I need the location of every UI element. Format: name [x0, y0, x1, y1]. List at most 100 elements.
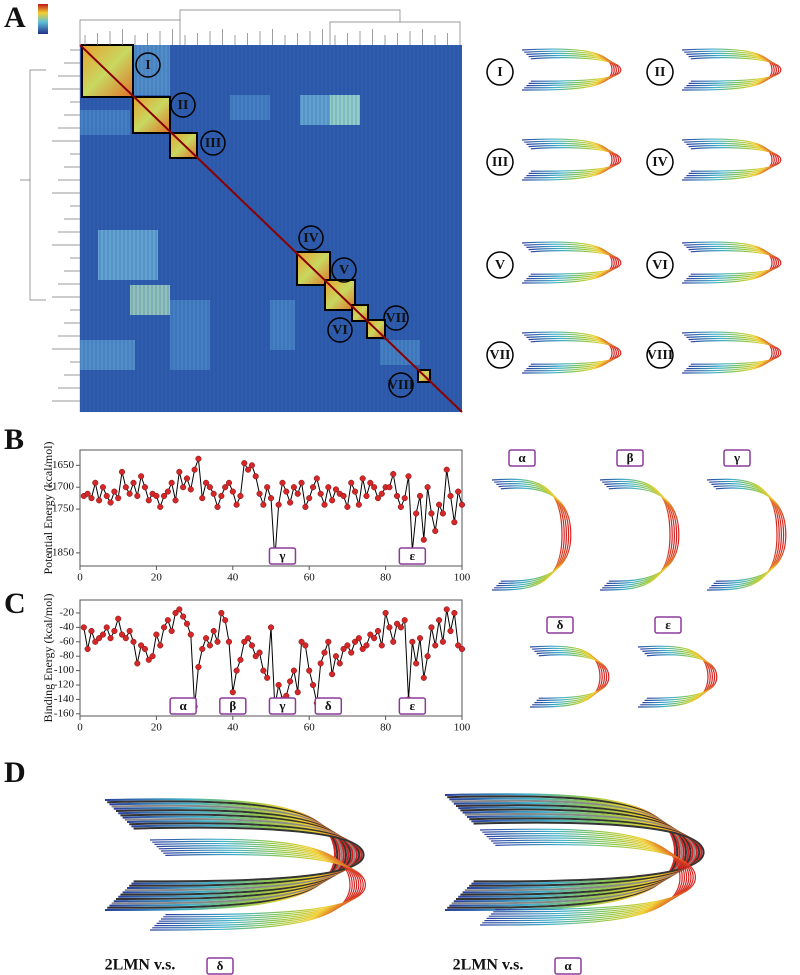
comparison-state: δ	[217, 958, 224, 973]
data-point	[443, 606, 450, 613]
data-point	[218, 492, 225, 500]
data-point	[386, 484, 393, 491]
data-point	[195, 663, 202, 671]
data-point	[92, 638, 99, 645]
data-point	[130, 638, 137, 645]
data-point	[397, 624, 404, 631]
structure-sketch	[469, 817, 701, 887]
structure-sketch	[606, 485, 678, 584]
data-point	[267, 495, 275, 502]
cluster-label: V	[339, 263, 349, 278]
y-tick-label: -1750	[48, 503, 74, 515]
data-point	[397, 503, 404, 510]
structure-sketch	[686, 245, 778, 280]
data-point	[225, 479, 233, 486]
data-point	[176, 468, 183, 475]
structure-sketch	[526, 245, 618, 280]
annotation-label: δ	[325, 698, 332, 713]
data-point	[351, 638, 359, 645]
cluster-label: VIII	[388, 378, 414, 393]
data-point	[371, 635, 378, 642]
data-point	[233, 667, 240, 674]
data-point	[451, 519, 458, 526]
structure-sketch	[524, 243, 615, 282]
comparison-text: 2LMN v.s.	[105, 957, 176, 974]
state-label-box	[654, 616, 682, 634]
x-tick-label: 80	[380, 722, 392, 734]
structure-sketch	[126, 820, 359, 889]
colorbar	[38, 4, 48, 34]
structure-sketch	[462, 810, 694, 894]
structure-sketch	[528, 247, 620, 277]
structure-sketch	[473, 821, 705, 883]
state-label-box	[508, 449, 536, 467]
data-point	[363, 642, 370, 649]
data-point	[203, 635, 210, 642]
data-point	[267, 624, 275, 631]
heatmap-block	[130, 285, 170, 315]
data-point	[222, 484, 229, 491]
comparison-state-box	[554, 957, 582, 975]
data-point	[355, 501, 362, 508]
data-point	[371, 484, 378, 491]
y-tick-label: -40	[59, 621, 74, 633]
data-point	[359, 475, 366, 482]
data-point	[420, 674, 427, 681]
structure-label: VI	[652, 258, 668, 273]
cluster-label: IV	[303, 231, 319, 246]
data-point	[378, 490, 385, 497]
data-point	[210, 627, 217, 635]
data-point	[447, 627, 454, 635]
data-point	[145, 497, 152, 504]
heatmap-diagonal	[79, 44, 463, 413]
data-point	[409, 638, 416, 645]
state-label: β	[627, 450, 634, 465]
data-point	[294, 689, 301, 696]
structure-sketch	[538, 654, 610, 699]
structure-sketch	[646, 654, 718, 699]
structure-sketch	[458, 806, 690, 898]
structure-sketch	[528, 54, 620, 84]
annotation-label: γ	[278, 548, 285, 563]
cluster-circle	[331, 257, 357, 283]
data-point	[199, 495, 206, 502]
data-point	[264, 484, 271, 491]
y-axis-label: Binding Energy (kcal/mol)	[41, 593, 55, 722]
data-point	[428, 624, 435, 631]
data-point	[172, 609, 179, 617]
data-point	[394, 620, 401, 627]
data-point	[229, 689, 236, 696]
structure-sketch	[528, 337, 620, 367]
structure-sketch	[496, 483, 568, 587]
data-point	[172, 497, 179, 504]
data-point	[241, 638, 248, 645]
structure-sketch	[491, 478, 563, 591]
y-tick-label: -80	[59, 650, 74, 662]
data-point	[107, 635, 114, 642]
structure-label: IV	[652, 155, 668, 170]
data-point	[199, 645, 206, 653]
data-point	[88, 495, 95, 502]
panel-label: B	[4, 423, 24, 456]
data-point	[103, 624, 110, 631]
structure-circle	[646, 341, 674, 369]
data-point	[141, 645, 148, 653]
data-point	[290, 667, 297, 674]
data-point	[455, 642, 462, 649]
data-point	[332, 653, 339, 660]
structure-circle	[486, 251, 514, 279]
structure-sketch	[111, 804, 343, 905]
structure-sketch	[529, 645, 601, 708]
panel-label: D	[4, 756, 26, 789]
data-point	[416, 635, 424, 642]
data-point	[424, 653, 431, 660]
structure-sketch	[149, 838, 351, 931]
structure-sketch	[131, 824, 363, 885]
structure-sketch	[163, 851, 364, 918]
data-point	[386, 624, 393, 631]
structure-sketch	[524, 140, 615, 179]
structure-sketch	[599, 478, 671, 591]
data-point	[374, 627, 382, 635]
state-label-box	[616, 449, 644, 467]
annotation-label: ε	[410, 698, 416, 713]
